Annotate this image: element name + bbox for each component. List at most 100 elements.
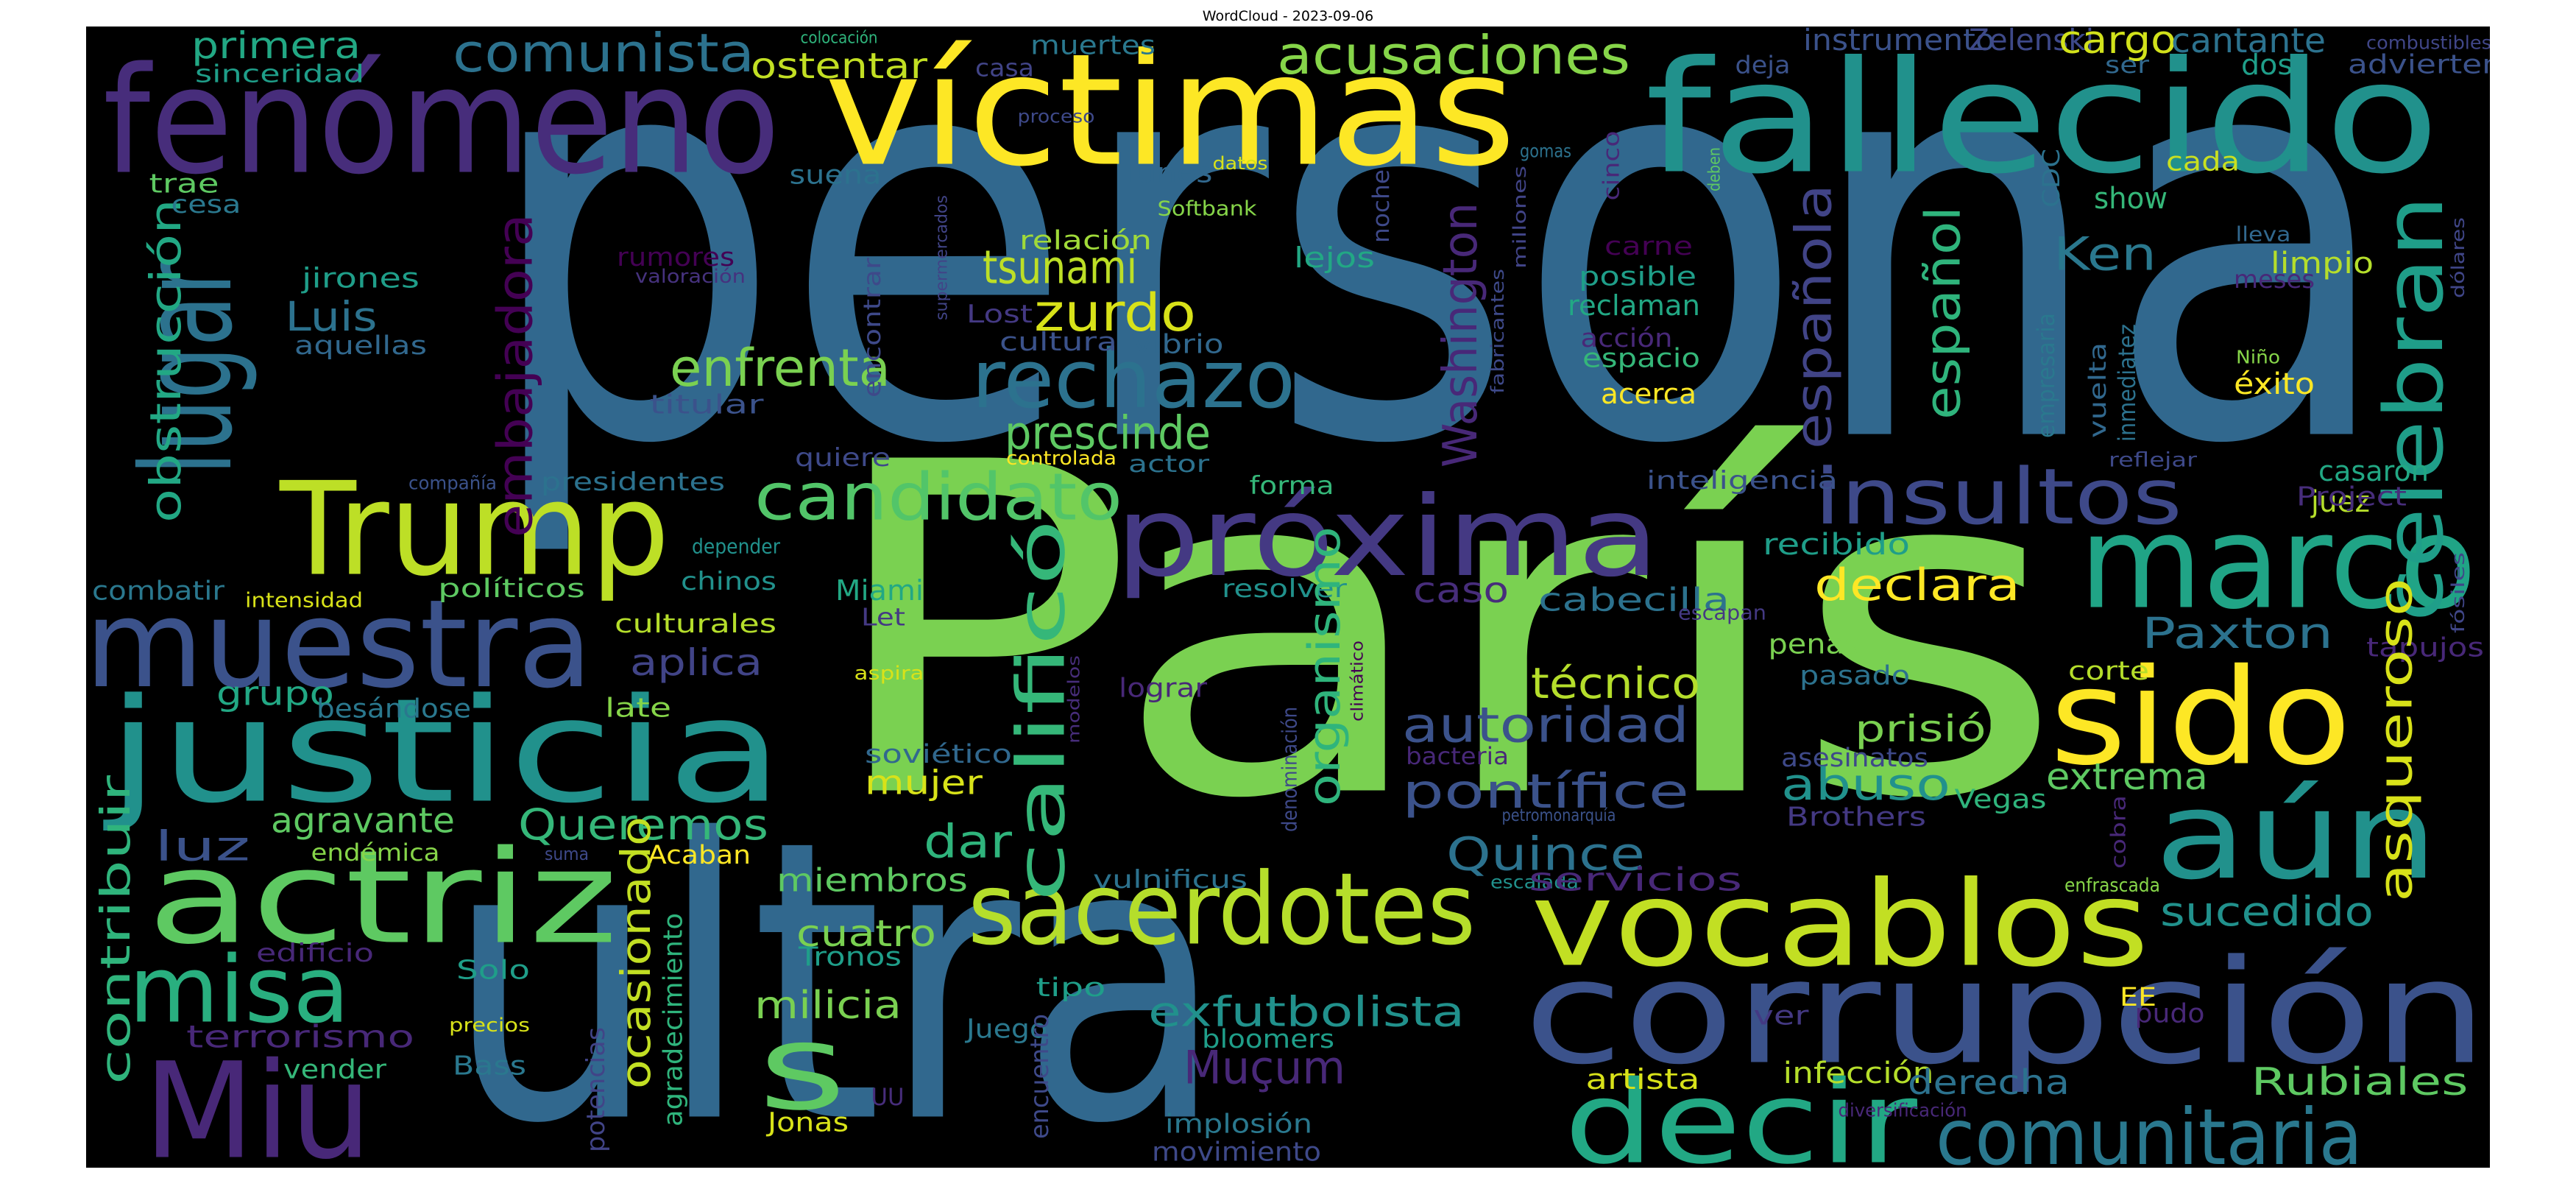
word-lleva: lleva <box>2236 222 2291 247</box>
word-marco: marco <box>2079 489 2477 638</box>
word-vegas: Vegas <box>1955 785 2047 815</box>
word-infeccion: infección <box>1783 1057 1934 1090</box>
word-jonas: Jonas <box>766 1108 849 1138</box>
word-extrema: extrema <box>2046 755 2208 798</box>
word-edificio: edificio <box>256 939 374 968</box>
word-cinco: cinco <box>1599 131 1625 201</box>
word-pudo: pudo <box>2135 999 2205 1029</box>
word-paris: París <box>821 368 2064 899</box>
word-vibrio: Vibrio <box>1132 330 1224 360</box>
word-project: Project <box>2296 482 2407 512</box>
word-fabricantes: fabricantes <box>1487 269 1508 394</box>
word-posible: posible <box>1579 262 1696 292</box>
word-mucum: Muçum <box>1183 1041 1345 1095</box>
word-advierten: advierten <box>2348 50 2490 80</box>
word-washington: Washington <box>1434 202 1488 468</box>
word-actriz: actriz <box>147 824 618 973</box>
word-corrupcion: corrupción <box>1524 929 2488 1096</box>
word-bloomers: bloomers <box>1202 1025 1334 1054</box>
word-prision: prisión <box>1855 708 2017 750</box>
word-deben: deben <box>1706 147 1724 191</box>
word-lugar: lugar <box>115 261 261 475</box>
word-proceso: proceso <box>1018 106 1095 127</box>
word-terrorismo: terrorismo <box>186 1019 414 1055</box>
word-fallecido: fallecido <box>1645 28 2440 208</box>
word-persona: persona <box>482 27 2396 565</box>
word-corte: corte <box>2068 657 2149 686</box>
word-diversificacion: diversificación <box>1839 1100 1967 1121</box>
word-miami: Miami <box>835 574 924 607</box>
word-vuelta: vuelta <box>2084 342 2112 438</box>
word-califico: calificó <box>1003 519 1080 902</box>
word-comunista: comunista <box>453 27 754 84</box>
word-pontifice: pontífice <box>1402 765 1689 819</box>
word-agradecimiento: agradecimiento <box>659 913 689 1126</box>
word-sovietico: soviético <box>865 740 1012 769</box>
word-datos: datos <box>1213 153 1268 174</box>
figure-title: WordCloud - 2023-09-06 <box>1202 8 1374 24</box>
word-deja: deja <box>1735 51 1791 80</box>
word-ostentar: ostentar <box>751 46 927 87</box>
word-espacio: espacio <box>1582 344 1700 374</box>
word-relacion: relación <box>1019 226 1152 256</box>
word-accion: acción <box>1581 324 1673 353</box>
word-declara: declara <box>1814 560 2020 611</box>
word-uu: UU <box>871 1083 905 1111</box>
word-carne: carne <box>1604 232 1693 261</box>
word-muestra: muestra <box>86 574 592 715</box>
word-lost: Lost <box>966 300 1033 329</box>
word-sinceridad: sinceridad <box>195 60 364 88</box>
word-instrumento: instrumento <box>1803 27 1995 57</box>
word-acaban: Acaban <box>648 841 751 870</box>
word-chinos: chinos <box>681 567 776 596</box>
word-exito: éxito <box>2234 367 2315 401</box>
word-suena: suena <box>790 161 882 191</box>
word-show: show <box>2094 182 2168 216</box>
word-fosiles: fósiles <box>2448 552 2469 633</box>
word-casa: casa <box>975 54 1034 82</box>
word-recibido: recibido <box>1763 528 1910 562</box>
word-victimas: víctimas <box>824 27 1516 201</box>
word-tipo: tipo <box>1036 973 1106 1003</box>
word-milicia: milicia <box>754 984 902 1028</box>
word-enfrascada: enfrascada <box>2064 875 2160 897</box>
word-encontrar: encontrar <box>858 257 886 398</box>
word-presidentes: presidentes <box>541 468 725 497</box>
word-vocablos: vocablos <box>1531 856 2149 993</box>
word-muertes: muertes <box>1030 31 1156 61</box>
word-late: late <box>605 694 671 724</box>
word-implosion: implosión <box>1165 1110 1312 1140</box>
word-bacteria: bacteria <box>1406 742 1509 770</box>
word-modelos: modelos <box>1066 655 1084 744</box>
word-suma: suma <box>545 844 589 864</box>
word-aspira: aspira <box>854 663 924 685</box>
word-dar: dar <box>924 815 1013 869</box>
word-comunitaria: comunitaria <box>1936 1093 2363 1168</box>
word-sucedido: sucedido <box>2160 888 2374 935</box>
word-colocacion: colocación <box>801 29 878 48</box>
word-obstruccion: obstrucción <box>141 199 191 523</box>
word-rumores: rumores <box>617 243 735 272</box>
word-bass: Bass <box>453 1051 526 1082</box>
word-movimiento: movimiento <box>1152 1138 1321 1168</box>
word-ver: ver <box>1754 1001 1809 1031</box>
word-quince: Quince <box>1446 828 1645 881</box>
word-dolares: dólares <box>2448 217 2469 298</box>
word-caso: caso <box>1413 570 1509 611</box>
word-meses: meses <box>2234 265 2315 294</box>
word-decir: decir <box>1564 1057 1917 1168</box>
word-depender: depender <box>692 535 780 559</box>
word-supermercados: supermercados <box>933 195 952 320</box>
word-casaron: casaron <box>2318 455 2429 487</box>
word-millones: millones <box>1510 166 1530 269</box>
word-servicios: servicios <box>1529 861 1742 899</box>
word-lograr: lograr <box>1119 674 1207 704</box>
word-gomas: gomas <box>1520 141 1571 162</box>
word-misa: misa <box>129 937 350 1044</box>
word-artista: artista <box>1586 1063 1700 1096</box>
word-quiere: quiere <box>795 443 891 473</box>
word-asesinatos: asesinatos <box>1781 744 1928 773</box>
word-penas: penas <box>1769 629 1861 660</box>
